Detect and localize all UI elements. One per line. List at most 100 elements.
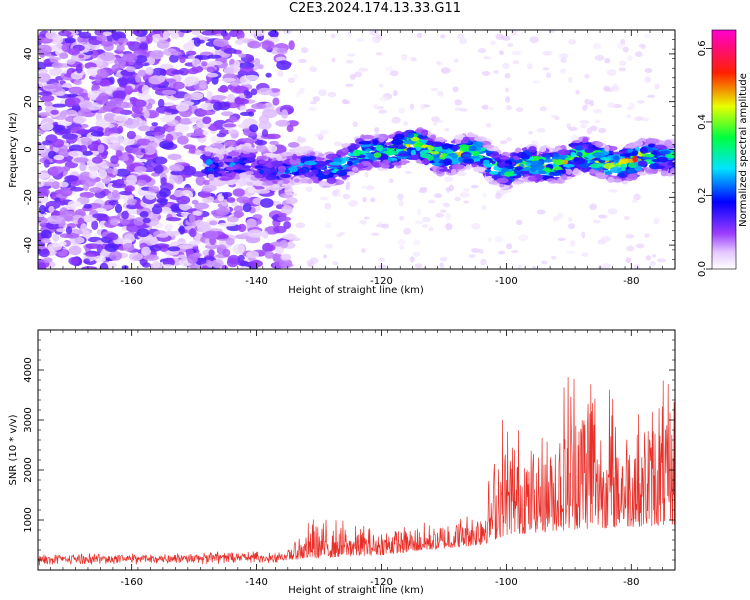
heatmap-cell <box>252 179 264 187</box>
heatmap-cell <box>443 158 452 166</box>
heatmap-cell <box>338 232 346 235</box>
heatmap-cell <box>144 145 156 154</box>
heatmap-cell <box>427 199 436 204</box>
heatmap-cell <box>516 151 527 158</box>
heatmap-cell <box>247 156 255 162</box>
heatmap-cell <box>170 50 182 56</box>
heatmap-cell <box>48 205 55 213</box>
heatmap-cell <box>144 190 157 200</box>
heatmap-cell <box>202 184 217 192</box>
heatmap-cell <box>462 187 470 192</box>
heatmap-cell <box>495 192 502 199</box>
heatmap-cell <box>281 109 289 119</box>
heatmap-cell <box>175 132 183 137</box>
heatmap-cell <box>43 257 53 263</box>
heatmap-cell <box>488 106 494 111</box>
heatmap-cell <box>217 101 231 111</box>
heatmap-cell <box>594 54 605 61</box>
heatmap-cell <box>223 67 240 74</box>
heatmap-cell <box>143 254 159 261</box>
heatmap-cell <box>616 42 625 50</box>
heatmap-cell <box>211 95 227 101</box>
heatmap-cell <box>610 166 622 174</box>
heatmap-cell <box>52 146 60 153</box>
heatmap-cell <box>247 40 261 49</box>
heatmap-cell <box>189 264 199 269</box>
x-tick-label: -120 <box>370 276 393 287</box>
heatmap-cell <box>134 166 147 173</box>
heatmap-cell <box>445 213 451 221</box>
heatmap-cell <box>575 139 581 144</box>
heatmap-cell <box>206 90 213 101</box>
heatmap-cell <box>490 40 496 46</box>
heatmap-cell <box>188 213 196 223</box>
heatmap-cell <box>347 160 353 166</box>
heatmap-cell <box>536 127 546 133</box>
heatmap-cell <box>67 200 82 208</box>
heatmap-cell <box>266 153 279 158</box>
heatmap-cell <box>223 158 236 163</box>
heatmap-cell <box>256 155 268 160</box>
heatmap-cell <box>153 164 164 174</box>
heatmap-cell <box>361 185 366 189</box>
heatmap-cell <box>364 171 369 178</box>
heatmap-cell <box>439 256 448 262</box>
heatmap-cell <box>132 30 143 35</box>
heatmap-cell <box>310 101 317 105</box>
heatmap-cell <box>465 164 472 170</box>
heatmap-cell <box>122 242 135 252</box>
heatmap-cell <box>208 249 215 257</box>
heatmap-cell <box>483 159 490 165</box>
heatmap-cell <box>532 265 537 269</box>
heatmap-cell <box>625 257 632 264</box>
heatmap-cell <box>330 33 336 39</box>
snr-x-ticks: -160 -140 -120 -100 -80 <box>37 330 676 588</box>
heatmap-cell <box>463 200 470 204</box>
heatmap-cell <box>437 119 444 124</box>
colorbar-tick-label: 0.2 <box>697 188 708 204</box>
heatmap-cell <box>410 136 420 142</box>
heatmap-cell <box>329 161 342 166</box>
heatmap-cell <box>237 243 245 251</box>
heatmap-cell <box>152 131 163 136</box>
heatmap-cell <box>452 86 459 93</box>
heatmap-cell <box>64 175 79 182</box>
heatmap-cell <box>607 176 615 183</box>
heatmap-cell <box>451 164 465 170</box>
heatmap-cell <box>361 134 375 140</box>
heatmap-cell <box>247 229 263 238</box>
heatmap-cell <box>484 169 492 173</box>
heatmap-cell <box>192 210 202 215</box>
heatmap-cell <box>454 99 463 106</box>
heatmap-cell <box>238 53 247 58</box>
heatmap-cell <box>440 265 445 269</box>
heatmap-cell <box>459 192 470 198</box>
heatmap-cell <box>598 127 607 134</box>
heatmap-cell <box>128 252 143 261</box>
heatmap-cell <box>126 130 136 140</box>
heatmap-cell <box>89 187 103 193</box>
heatmap-cell <box>208 123 220 131</box>
heatmap-cell <box>114 168 131 177</box>
heatmap-cell <box>581 252 589 257</box>
heatmap-cell <box>151 122 158 127</box>
heatmap-cell <box>625 234 635 239</box>
heatmap-cell <box>231 201 238 207</box>
heatmap-cell <box>199 221 211 232</box>
heatmap-cell <box>295 222 306 229</box>
heatmap-cell <box>38 200 43 207</box>
heatmap-cell <box>111 167 118 176</box>
colorbar-gradient <box>712 30 736 269</box>
heatmap-cell <box>555 159 565 166</box>
heatmap-cell <box>40 122 54 131</box>
heatmap-cell <box>117 125 124 134</box>
heatmap-cell <box>655 165 665 169</box>
heatmap-cell <box>352 149 362 156</box>
heatmap-cell <box>649 260 656 267</box>
heatmap-cell <box>372 139 379 146</box>
heatmap-cell <box>38 91 53 96</box>
heatmap-cell <box>607 102 616 108</box>
heatmap-cell <box>59 187 73 197</box>
heatmap-cell <box>462 136 470 142</box>
heatmap-cell <box>644 68 653 73</box>
